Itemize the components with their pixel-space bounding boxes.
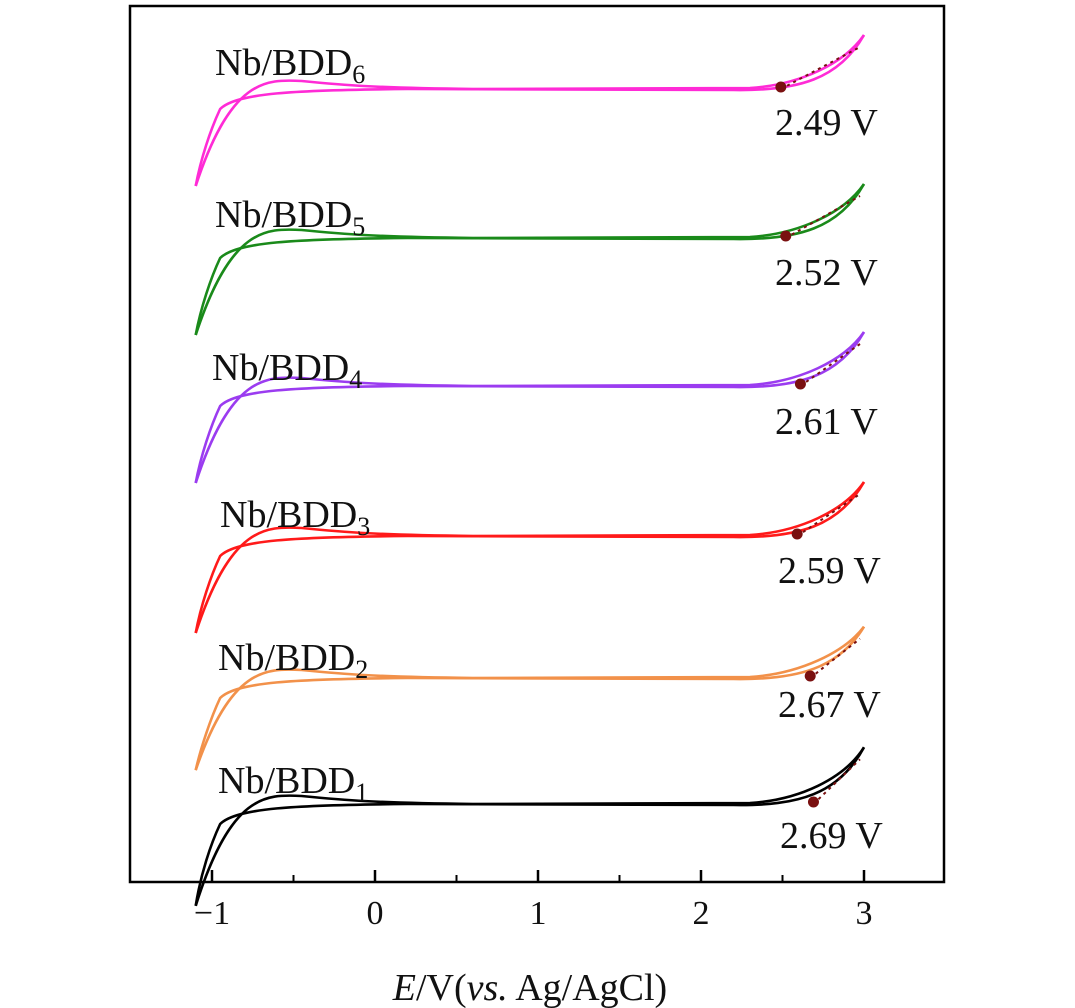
- x-tick-label-2: 1: [530, 895, 547, 932]
- onset-label-1: 2.69 V: [780, 815, 883, 857]
- x-axis-title-ref: Ag/AgCl): [508, 967, 667, 1008]
- cv-reverse-sweep-5: [194, 183, 866, 336]
- onset-marker-6: [775, 81, 787, 93]
- onset-tangent-line-4: [799, 343, 861, 387]
- onset-marker-1: [807, 796, 819, 808]
- series-label-4: Nb/BDD4: [212, 347, 362, 394]
- series-label-1: Nb/BDD1: [218, 760, 368, 807]
- curves-layer: [194, 34, 866, 907]
- x-axis-title-ref-italic: vs.: [467, 967, 508, 1008]
- onset-label-6: 2.49 V: [775, 102, 878, 144]
- onset-marker-5: [780, 230, 792, 242]
- series-label-subscript: 1: [355, 778, 368, 807]
- series-label-5: Nb/BDD5: [215, 194, 365, 241]
- x-axis-ticks: −1 0 1 2 3: [194, 870, 873, 932]
- series-label-subscript: 3: [357, 512, 370, 541]
- onset-tangent-line-5: [785, 195, 861, 239]
- onset-tangent-line-3: [796, 493, 861, 537]
- x-tick-label-1: 0: [367, 895, 384, 932]
- cv-forward-sweep-2: [194, 625, 866, 771]
- series-label-base: Nb/BDD: [220, 494, 357, 536]
- series-label-base: Nb/BDD: [212, 347, 349, 389]
- series-label-subscript: 6: [352, 60, 365, 89]
- series-label-subscript: 4: [349, 365, 362, 394]
- x-tick-label-4: 3: [856, 895, 873, 932]
- onset-label-2: 2.67 V: [778, 684, 881, 726]
- cv-reverse-sweep-2: [194, 626, 866, 771]
- cv-reverse-sweep-1: [194, 746, 866, 907]
- series-label-6: Nb/BDD6: [215, 42, 365, 89]
- cv-forward-sweep-4: [194, 331, 866, 484]
- series-label-subscript: 2: [355, 655, 368, 684]
- x-tick-label-0: −1: [194, 895, 230, 932]
- cv-reverse-sweep-6: [194, 34, 866, 187]
- x-axis-title-symbol: E: [392, 967, 416, 1008]
- onset-marker-3: [791, 528, 803, 540]
- series-label-3: Nb/BDD3: [220, 494, 370, 541]
- x-tick-label-3: 2: [693, 895, 710, 932]
- cv-forward-sweep-3: [194, 481, 866, 634]
- cv-reverse-sweep-4: [194, 331, 866, 484]
- onset-label-5: 2.52 V: [775, 252, 878, 294]
- cv-forward-sweep-5: [194, 183, 866, 336]
- onset-marker-4: [794, 378, 806, 390]
- onset-tangent-line-6: [780, 46, 861, 90]
- series-label-subscript: 5: [352, 212, 365, 241]
- series-label-2: Nb/BDD2: [218, 637, 368, 684]
- cv-forward-sweep-1: [194, 746, 866, 907]
- series-label-base: Nb/BDD: [218, 760, 355, 802]
- onset-label-3: 2.59 V: [778, 550, 881, 592]
- series-label-base: Nb/BDD: [215, 194, 352, 236]
- x-axis-title: E/V(vs. Ag/AgCl): [392, 967, 667, 1008]
- cv-forward-sweep-6: [194, 34, 866, 187]
- series-label-base: Nb/BDD: [215, 42, 352, 84]
- onset-label-4: 2.61 V: [775, 401, 878, 443]
- onset-marker-2: [804, 670, 816, 682]
- x-axis-title-unit: /V(: [416, 967, 467, 1008]
- series-label-base: Nb/BDD: [218, 637, 355, 679]
- cv-reverse-sweep-3: [194, 481, 866, 634]
